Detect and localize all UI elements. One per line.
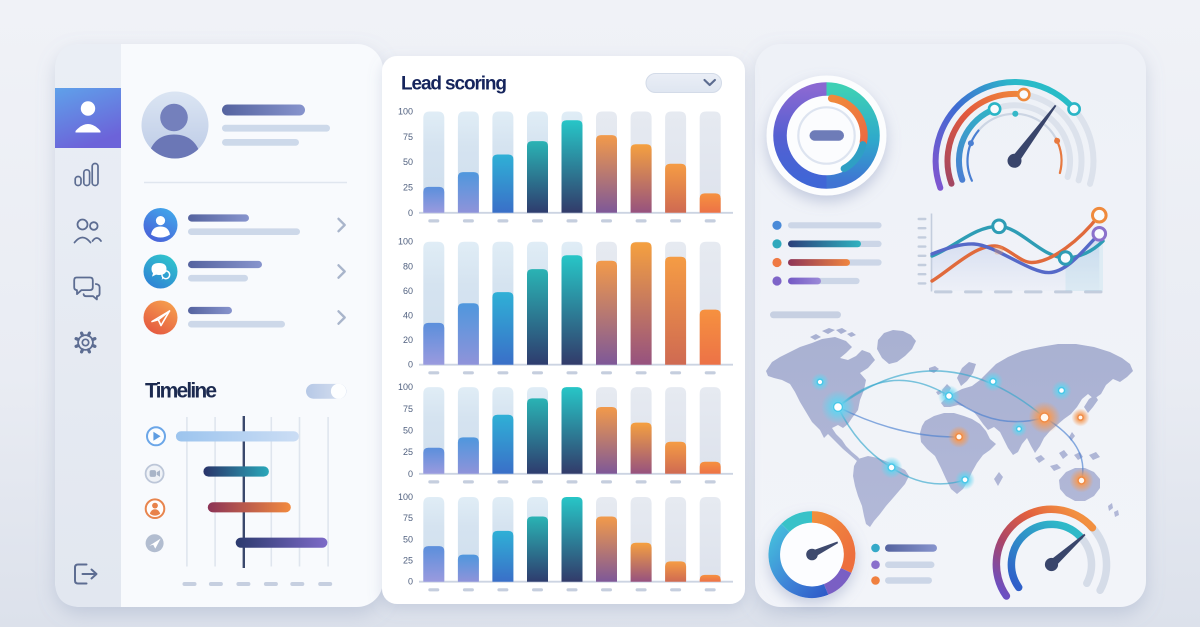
svg-text:40: 40 bbox=[403, 311, 413, 321]
svg-text:50: 50 bbox=[403, 426, 413, 436]
svg-text:60: 60 bbox=[403, 286, 413, 296]
svg-text:0: 0 bbox=[408, 469, 413, 479]
svg-text:0: 0 bbox=[408, 360, 413, 370]
svg-text:25: 25 bbox=[403, 447, 413, 457]
svg-text:25: 25 bbox=[403, 556, 413, 566]
svg-text:75: 75 bbox=[403, 513, 413, 523]
svg-text:0: 0 bbox=[408, 208, 413, 218]
svg-text:Lead scoring: Lead scoring bbox=[401, 74, 507, 95]
svg-text:20: 20 bbox=[403, 335, 413, 345]
svg-text:50: 50 bbox=[403, 534, 413, 544]
svg-text:75: 75 bbox=[403, 132, 413, 142]
svg-text:25: 25 bbox=[403, 183, 413, 193]
svg-text:0: 0 bbox=[408, 577, 413, 587]
svg-text:100: 100 bbox=[398, 382, 413, 392]
svg-text:50: 50 bbox=[403, 157, 413, 167]
svg-text:80: 80 bbox=[403, 261, 413, 271]
svg-text:Timeline: Timeline bbox=[145, 380, 217, 403]
svg-text:100: 100 bbox=[398, 492, 413, 502]
svg-text:100: 100 bbox=[398, 107, 413, 117]
svg-text:100: 100 bbox=[398, 237, 413, 247]
svg-text:75: 75 bbox=[403, 404, 413, 414]
